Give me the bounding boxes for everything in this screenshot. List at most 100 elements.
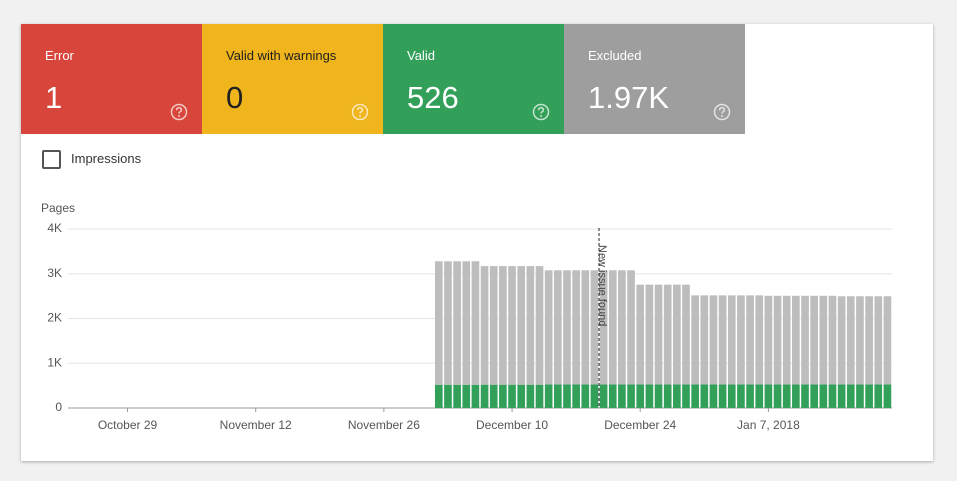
bar-segment bbox=[453, 261, 461, 385]
bar-segment bbox=[819, 384, 828, 408]
bar-segment bbox=[572, 384, 580, 408]
tile-label: Error bbox=[45, 48, 74, 63]
bar-segment bbox=[801, 295, 809, 385]
bar-segment bbox=[471, 384, 480, 408]
bar-segment bbox=[572, 270, 580, 385]
bar-segment bbox=[874, 384, 883, 408]
bar-segment bbox=[792, 384, 800, 408]
summary-tile[interactable]: Valid with warnings 0 bbox=[202, 24, 383, 134]
bar-segment bbox=[828, 295, 837, 385]
bar-segment bbox=[608, 384, 617, 408]
annotation-text: New issue found bbox=[596, 245, 608, 326]
bar-segment bbox=[563, 270, 571, 385]
bar-segment bbox=[773, 295, 782, 385]
bar-segment bbox=[874, 296, 883, 385]
bar-segment bbox=[508, 266, 516, 385]
bar-segment bbox=[444, 384, 452, 408]
bar-segment bbox=[782, 295, 791, 385]
bar-segment bbox=[865, 384, 873, 408]
y-tick-label: 4K bbox=[47, 221, 62, 235]
x-tick-label: December 10 bbox=[476, 418, 548, 432]
x-tick-label: October 29 bbox=[98, 418, 158, 432]
bar-segment bbox=[663, 384, 672, 408]
bar-segment bbox=[782, 384, 791, 408]
bar-segment bbox=[434, 384, 443, 408]
bar-segment bbox=[691, 384, 699, 408]
bar-segment bbox=[535, 266, 544, 385]
tile-value: 1 bbox=[45, 80, 63, 115]
bar-segment bbox=[764, 384, 773, 408]
y-tick-label: 3K bbox=[47, 266, 62, 280]
bar-segment bbox=[700, 295, 709, 385]
bar-segment bbox=[810, 384, 819, 408]
bar-segment bbox=[581, 270, 590, 385]
bar-segment bbox=[746, 384, 754, 408]
bar-segment bbox=[819, 295, 828, 385]
y-tick-label: 0 bbox=[55, 400, 62, 414]
y-tick-label: 2K bbox=[47, 311, 62, 325]
summary-tile[interactable]: Error 1 bbox=[21, 24, 202, 134]
summary-tile[interactable]: Valid 526 bbox=[383, 24, 564, 134]
bar-segment bbox=[618, 384, 626, 408]
bar-segment bbox=[627, 270, 635, 385]
bar-segment bbox=[444, 261, 452, 385]
chart: Pages 0 1K 2K 3K 4K October 29 November 12 Nove… bbox=[41, 201, 892, 432]
bar-segment bbox=[517, 266, 526, 385]
help-icon[interactable] bbox=[170, 103, 188, 121]
tile-value: 526 bbox=[407, 80, 459, 115]
bar-segment bbox=[792, 295, 800, 385]
tile-value: 1.97K bbox=[588, 80, 670, 115]
help-icon[interactable] bbox=[351, 103, 369, 121]
bar-segment bbox=[709, 295, 718, 385]
tile-label: Valid with warnings bbox=[226, 48, 337, 63]
x-tick-label: November 12 bbox=[220, 418, 292, 432]
bar-segment bbox=[462, 384, 471, 408]
bar-segment bbox=[645, 384, 654, 408]
bar-segment bbox=[682, 284, 690, 385]
bar-segment bbox=[846, 384, 855, 408]
summary-tile[interactable]: Excluded 1.97K bbox=[564, 24, 745, 134]
bar-segment bbox=[499, 384, 507, 408]
bar-segment bbox=[462, 261, 471, 385]
bar-segment bbox=[682, 384, 690, 408]
bar-segment bbox=[471, 261, 480, 385]
x-tick-label: December 24 bbox=[604, 418, 676, 432]
bar-segment bbox=[883, 296, 892, 385]
bar-segment bbox=[535, 384, 544, 408]
bar-segment bbox=[544, 270, 553, 385]
bar-segment bbox=[627, 384, 635, 408]
bar-segment bbox=[837, 296, 846, 385]
bar-segment bbox=[755, 384, 764, 408]
impressions-checkbox[interactable] bbox=[42, 150, 61, 169]
bar-segment bbox=[883, 384, 892, 408]
bar-segment bbox=[645, 284, 654, 385]
bar-segment bbox=[856, 296, 864, 385]
x-tick-label: November 26 bbox=[348, 418, 420, 432]
bar-segment bbox=[654, 284, 663, 385]
impressions-label[interactable]: Impressions bbox=[71, 151, 142, 166]
help-icon[interactable] bbox=[713, 103, 731, 121]
bar-segment bbox=[636, 384, 645, 408]
bar-segment bbox=[526, 266, 535, 385]
y-tick-label: 1K bbox=[47, 355, 62, 369]
bar-segment bbox=[453, 384, 461, 408]
bar-segment bbox=[489, 266, 498, 385]
bar-segment bbox=[563, 384, 571, 408]
bar-segment bbox=[718, 295, 727, 385]
bar-segment bbox=[709, 384, 718, 408]
bar-segment bbox=[618, 270, 626, 385]
tile-label: Excluded bbox=[588, 48, 642, 63]
help-icon[interactable] bbox=[532, 103, 550, 121]
bar-segment bbox=[846, 296, 855, 385]
bar-segment bbox=[746, 295, 754, 385]
bar-segment bbox=[581, 384, 590, 408]
bar-segment bbox=[764, 295, 773, 385]
bar-segment bbox=[636, 284, 645, 385]
bar-segment bbox=[508, 384, 516, 408]
bar-segment bbox=[691, 295, 699, 385]
bar-segment bbox=[828, 384, 837, 408]
bar-segment bbox=[673, 284, 681, 385]
bar-segment bbox=[663, 284, 672, 385]
bar-segment bbox=[499, 266, 507, 385]
